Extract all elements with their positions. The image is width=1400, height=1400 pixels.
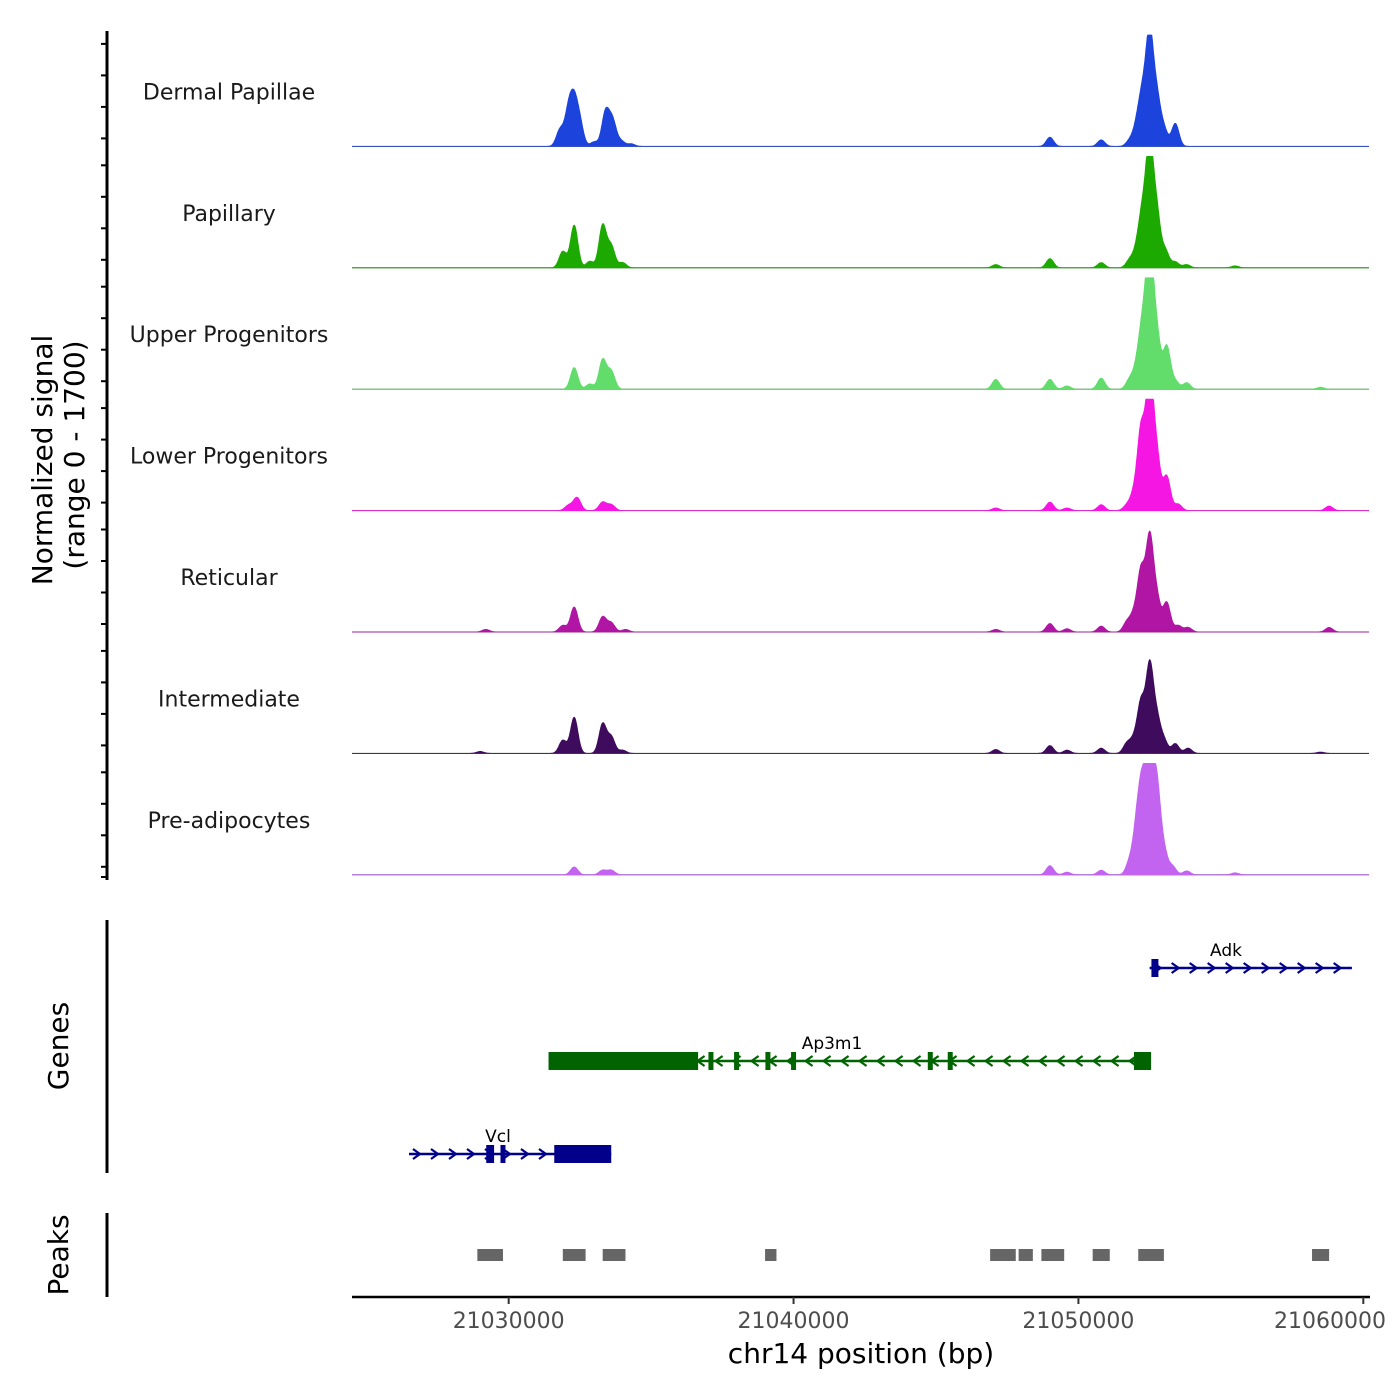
- strand-arrow: [1171, 962, 1181, 974]
- gene-exon: [1153, 959, 1159, 977]
- strand-arrow: [893, 1055, 904, 1067]
- gene-cds-block: [554, 1145, 612, 1163]
- gene-adk: Adk: [1149, 941, 1352, 977]
- coverage-area: [352, 530, 1369, 633]
- genes-track-label: Genes: [42, 1002, 75, 1090]
- x-axis: 21030000 21040000 21050000 21060000 chr14 p…: [352, 1295, 1386, 1370]
- strand-arrow: [911, 1055, 922, 1067]
- coverage-area: [352, 277, 1369, 390]
- strand-arrow: [1073, 1055, 1084, 1067]
- track-label: Upper Progenitors: [130, 323, 329, 348]
- strand-arrow: [1055, 1055, 1066, 1067]
- track-upper-progenitors: Upper Progenitors: [130, 277, 1369, 390]
- strand-arrow: [1189, 962, 1199, 974]
- coverage-area: [352, 398, 1369, 511]
- peaks-track-label: Peaks: [42, 1214, 75, 1295]
- strand-arrow: [839, 1055, 850, 1067]
- peak-region: [1312, 1249, 1330, 1261]
- coverage-area: [352, 34, 1369, 147]
- strand-arrow: [520, 1148, 530, 1160]
- gene-exon: [765, 1052, 771, 1070]
- strand-arrow: [1297, 962, 1307, 974]
- track-label: Reticular: [180, 566, 278, 591]
- peaks-panel: Peaks: [42, 1213, 1330, 1297]
- gene-exon: [500, 1145, 506, 1163]
- gene-label: Ap3m1: [802, 1034, 863, 1054]
- gene-label: Adk: [1210, 941, 1242, 961]
- strand-arrow: [1001, 1055, 1012, 1067]
- strand-arrow: [749, 1055, 760, 1067]
- strand-arrow: [1333, 962, 1343, 974]
- track-label: Intermediate: [158, 687, 300, 712]
- track-label: Dermal Papillae: [143, 80, 315, 105]
- gene-ap3m1: Ap3m1: [548, 1034, 1152, 1070]
- coverage-tracks: Dermal Papillae Papillary Upper Progenitor…: [130, 34, 1369, 876]
- coverage-area: [352, 659, 1369, 754]
- track-reticular: Reticular: [180, 530, 1369, 633]
- strand-arrow: [1243, 962, 1253, 974]
- track-pre-adipocytes: Pre-adipocytes: [148, 763, 1369, 876]
- strand-arrow: [1225, 962, 1235, 974]
- peak-region: [990, 1249, 1016, 1261]
- strand-arrow: [713, 1055, 724, 1067]
- track-lower-progenitors: Lower Progenitors: [130, 398, 1369, 512]
- peak-region: [765, 1249, 777, 1261]
- strand-arrow: [857, 1055, 868, 1067]
- strand-arrow: [538, 1148, 548, 1160]
- peak-region: [602, 1249, 626, 1261]
- strand-arrow: [1279, 962, 1289, 974]
- x-tick-label: 21040000: [738, 1309, 850, 1334]
- gene-exon: [708, 1052, 714, 1070]
- strand-arrow: [1091, 1055, 1102, 1067]
- peak-region: [1092, 1249, 1110, 1261]
- track-intermediate: Intermediate: [158, 659, 1369, 754]
- genes-panel: Genes Adk Ap3m1 Vcl: [42, 920, 1352, 1173]
- strand-arrow: [466, 1148, 476, 1160]
- x-axis-title: chr14 position (bp): [728, 1337, 994, 1370]
- track-label: Pre-adipocytes: [148, 809, 311, 834]
- strand-arrow: [430, 1148, 440, 1160]
- strand-arrow: [1207, 962, 1217, 974]
- strand-arrow: [803, 1055, 814, 1067]
- coverage-area: [352, 156, 1369, 269]
- x-tick-label: 21060000: [1274, 1309, 1386, 1334]
- strand-arrow: [821, 1055, 832, 1067]
- strand-arrow: [1109, 1055, 1120, 1067]
- peak-region: [1041, 1249, 1065, 1261]
- gene-exon: [791, 1052, 797, 1070]
- strand-arrow: [1261, 962, 1271, 974]
- strand-arrow: [983, 1055, 994, 1067]
- strand-arrow: [875, 1055, 886, 1067]
- strand-arrow: [965, 1055, 976, 1067]
- gene-exon: [947, 1052, 953, 1070]
- gene-exon: [486, 1145, 492, 1163]
- signal-axis: [101, 31, 109, 880]
- strand-arrow: [1019, 1055, 1030, 1067]
- strand-arrow: [1037, 1055, 1048, 1067]
- x-tick-label: 21030000: [453, 1309, 565, 1334]
- track-label: Papillary: [182, 202, 276, 227]
- x-tick-label: 21050000: [1022, 1309, 1134, 1334]
- peak-region: [1018, 1249, 1033, 1261]
- peak-region: [477, 1249, 503, 1261]
- strand-arrow: [1315, 962, 1325, 974]
- track-label: Lower Progenitors: [130, 445, 328, 470]
- y-axis-title-line1: Normalized signal: [26, 335, 59, 586]
- gene-cds-block: [548, 1052, 699, 1070]
- peak-region: [562, 1249, 586, 1261]
- gene-vcl: Vcl: [408, 1127, 612, 1163]
- y-axis-title-line2: (range 0 - 1700): [58, 340, 91, 569]
- peak-region: [1138, 1249, 1164, 1261]
- gene-exon: [489, 1145, 495, 1163]
- gene-exon: [734, 1052, 740, 1070]
- strand-arrow: [412, 1148, 422, 1160]
- gene-label: Vcl: [485, 1127, 511, 1147]
- gene-cds-block: [1133, 1052, 1152, 1070]
- track-papillary: Papillary: [182, 156, 1369, 269]
- track-dermal-papillae: Dermal Papillae: [143, 34, 1369, 147]
- gene-exon: [927, 1052, 933, 1070]
- strand-arrow: [448, 1148, 458, 1160]
- coverage-area: [352, 763, 1369, 876]
